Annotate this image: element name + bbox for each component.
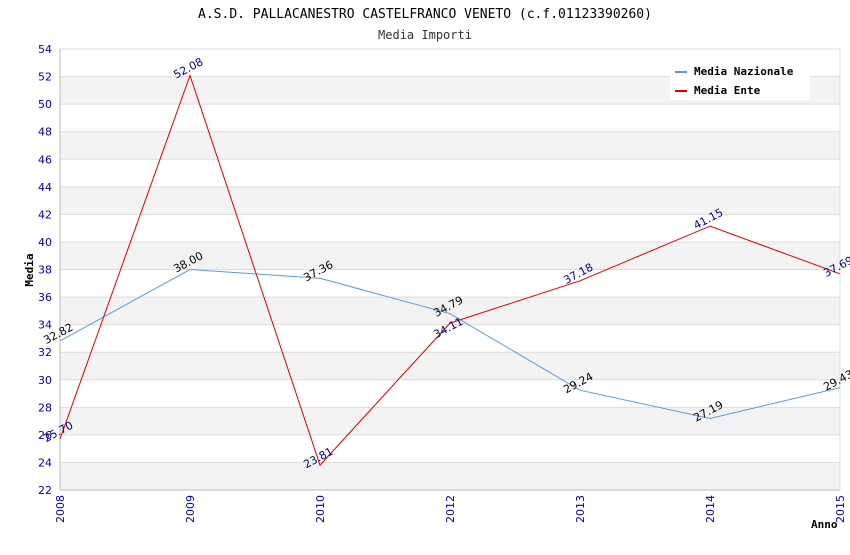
y-tick-label: 28: [38, 401, 52, 414]
plot-band: [60, 379, 840, 408]
y-tick-label: 22: [38, 484, 52, 497]
axes: [59, 49, 841, 491]
x-tick-label: 2010: [314, 495, 327, 523]
y-axis-label: Media: [23, 253, 36, 286]
y-tick-label: 34: [38, 319, 52, 332]
x-tick-label: 2008: [54, 495, 67, 523]
plot-band: [60, 104, 840, 132]
chart-title: A.S.D. PALLACANESTRO CASTELFRANCO VENETO…: [198, 7, 652, 22]
y-tick-label: 40: [38, 236, 52, 249]
plot-band: [60, 324, 840, 353]
y-tick-label: 44: [38, 181, 52, 194]
x-tick-label: 2013: [574, 495, 587, 523]
y-tick-label: 52: [38, 71, 52, 84]
plot-band: [60, 241, 840, 270]
x-axis-label: Anno: [811, 518, 838, 531]
y-tick-label: 42: [38, 208, 52, 221]
legend-label-media-ente: Media Ente: [694, 84, 761, 97]
plot-band: [60, 407, 840, 435]
plot-band: [60, 159, 840, 187]
y-tick-label: 46: [38, 153, 52, 166]
y-tick-label: 48: [38, 126, 52, 139]
y-tick-label: 26: [38, 429, 52, 442]
plot-band: [60, 214, 840, 242]
legend-box: [670, 60, 810, 100]
plot-bands: [60, 49, 840, 490]
chart-subtitle: Media Importi: [378, 28, 472, 42]
series-line-media-ente: [59, 73, 841, 467]
plot-band: [60, 186, 840, 215]
y-tick-label: 32: [38, 346, 52, 359]
plot-band: [60, 352, 840, 380]
plot-band: [60, 462, 840, 490]
y-tick-label: 38: [38, 264, 52, 277]
x-tick-label: 2014: [704, 495, 717, 523]
y-tick-label: 54: [38, 43, 52, 56]
y-tick-label: 36: [38, 291, 52, 304]
plot-band: [60, 269, 840, 298]
y-tick-label: 30: [38, 374, 52, 387]
legend-label-media-nazionale: Media Nazionale: [694, 65, 794, 78]
plot-band: [60, 131, 840, 160]
x-tick-label: 2012: [444, 495, 457, 523]
y-tick-label: 50: [38, 98, 52, 111]
series-group: [59, 73, 841, 467]
series-line-media-nazionale: [59, 268, 841, 420]
x-tick-label: 2015: [834, 495, 847, 523]
x-tick-labels: 2008 2009 2010 2012 2013 2014 2015: [54, 495, 847, 523]
x-tick-label: 2009: [184, 495, 197, 523]
y-tick-labels: 22 24 26 28 30 32 34 36 38 40 42 44 46 48 50 52 54: [38, 43, 52, 497]
plot-band: [60, 297, 840, 325]
plot-band: [60, 434, 840, 463]
y-tick-label: 24: [38, 456, 52, 469]
legend: Media Nazionale Media Ente: [670, 60, 810, 100]
